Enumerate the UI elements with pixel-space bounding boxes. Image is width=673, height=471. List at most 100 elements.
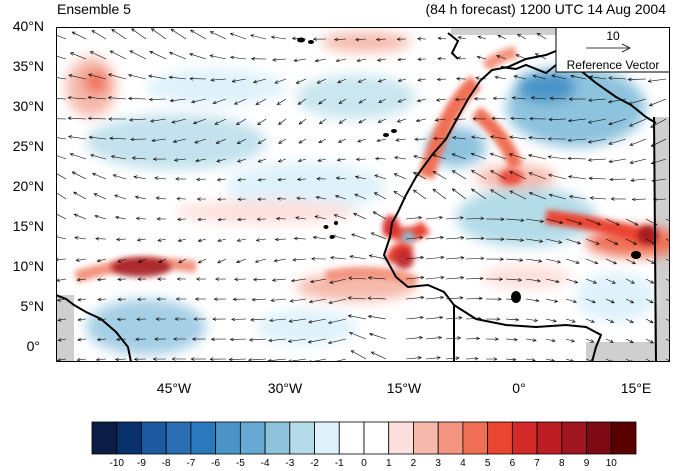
wind-vector xyxy=(605,298,615,304)
wind-vector xyxy=(336,177,347,180)
wind-vector-arrowhead xyxy=(278,121,283,125)
wind-vector-arrowhead xyxy=(499,277,504,281)
wind-vector-arrowhead xyxy=(470,169,476,174)
wind-vector-arrowhead xyxy=(236,259,241,264)
wind-vector xyxy=(73,191,87,200)
wind-vector-arrowhead xyxy=(532,74,537,79)
wind-vector-arrowhead xyxy=(629,142,634,146)
wind-vector xyxy=(537,33,547,40)
wind-vector xyxy=(277,178,287,181)
wind-vector-arrowhead xyxy=(229,32,234,37)
wind-vector xyxy=(295,217,307,220)
wind-vector xyxy=(373,211,387,220)
wind-vector-arrowhead xyxy=(609,339,614,343)
wind-vector xyxy=(545,278,560,283)
wind-vector xyxy=(117,258,127,263)
wind-vector-arrowhead xyxy=(297,101,302,105)
negative-anomaly-region xyxy=(226,162,386,212)
wind-vector-arrowhead xyxy=(148,74,153,79)
wind-vector xyxy=(445,237,464,240)
wind-vector-arrowhead xyxy=(215,140,220,144)
wind-vector-arrowhead xyxy=(288,319,293,323)
wind-vector xyxy=(77,298,87,301)
wind-vector-arrowhead xyxy=(611,280,616,284)
wind-vector xyxy=(551,75,567,80)
wind-vector xyxy=(291,278,307,282)
wind-vector-arrowhead xyxy=(532,338,537,342)
wind-vector xyxy=(230,338,247,340)
positive-anomaly-band xyxy=(418,75,482,180)
wind-vector xyxy=(432,154,447,160)
wind-vector-arrowhead xyxy=(420,295,425,300)
wind-vector xyxy=(465,217,484,220)
wind-vector xyxy=(308,318,327,323)
wind-vector xyxy=(629,138,647,146)
wind-vector xyxy=(289,318,307,322)
wind-vector xyxy=(328,298,347,304)
wind-vector xyxy=(317,78,327,84)
wind-vector-arrowhead xyxy=(336,158,341,162)
wind-vector xyxy=(405,317,424,320)
wind-vector-arrowhead xyxy=(152,357,157,361)
wind-vector xyxy=(568,158,587,160)
wind-vector xyxy=(77,358,87,361)
wind-vector-arrowhead xyxy=(189,76,194,81)
wind-vector xyxy=(278,118,287,125)
wind-vector-arrowhead xyxy=(190,99,196,104)
wind-vector-arrowhead xyxy=(194,297,199,301)
wind-vector xyxy=(458,36,467,40)
wind-vector-arrowhead xyxy=(614,241,619,245)
wind-vector-arrowhead xyxy=(459,216,464,220)
positive-anomaly-band xyxy=(324,267,419,288)
wind-vector xyxy=(298,158,307,162)
wind-vector xyxy=(256,238,267,241)
wind-vector xyxy=(294,58,307,62)
wind-vector-arrowhead xyxy=(578,221,583,225)
wind-vector-arrowhead xyxy=(528,172,533,176)
wind-vector xyxy=(413,172,427,180)
wind-vector-arrowhead xyxy=(370,351,375,356)
wind-vector xyxy=(195,158,207,162)
wind-vector-arrowhead xyxy=(116,317,121,322)
canary-island xyxy=(383,133,389,137)
wind-vector-arrowhead xyxy=(334,194,340,199)
wind-vector xyxy=(465,358,478,360)
wind-vector-arrowhead xyxy=(293,236,298,241)
wind-vector xyxy=(425,236,444,240)
wind-vector-arrowhead xyxy=(372,211,377,215)
wind-vector xyxy=(609,158,627,163)
wind-vector xyxy=(169,76,187,80)
wind-vector-arrowhead xyxy=(192,120,198,125)
wind-vector-arrowhead xyxy=(270,35,275,40)
wind-vector xyxy=(628,98,647,105)
wind-vector-arrowhead xyxy=(256,217,261,221)
wind-vector-arrowhead xyxy=(156,297,161,301)
wind-vector xyxy=(585,238,600,245)
wind-vector xyxy=(90,51,107,60)
wind-vector-arrowhead xyxy=(460,236,465,240)
wind-vector-arrowhead xyxy=(311,257,316,261)
wind-vector xyxy=(56,118,67,120)
wind-vector xyxy=(465,338,480,340)
colorbar-label: 1 xyxy=(385,458,392,469)
wind-vector-arrowhead xyxy=(69,52,75,56)
wind-vector xyxy=(585,338,594,343)
azores-island xyxy=(297,37,305,43)
wind-vector xyxy=(310,278,327,283)
wind-vector xyxy=(605,258,617,265)
wind-vector xyxy=(358,78,367,83)
wind-vector xyxy=(525,278,541,282)
negative-anomaly-region xyxy=(256,309,356,345)
wind-vector-arrowhead xyxy=(496,54,501,59)
wind-vector xyxy=(209,55,227,60)
wind-vector xyxy=(131,28,147,40)
wind-vector-arrowhead xyxy=(630,280,635,284)
wind-vector-arrowhead xyxy=(490,189,495,193)
colorbar-cell xyxy=(511,421,538,455)
wind-vector-arrowhead xyxy=(228,357,233,362)
wind-vector-arrowhead xyxy=(67,135,73,139)
wind-vector xyxy=(237,138,247,144)
wind-vector xyxy=(292,258,307,261)
wind-vector-arrowhead xyxy=(497,34,502,39)
wind-vector-arrowhead xyxy=(497,297,502,301)
